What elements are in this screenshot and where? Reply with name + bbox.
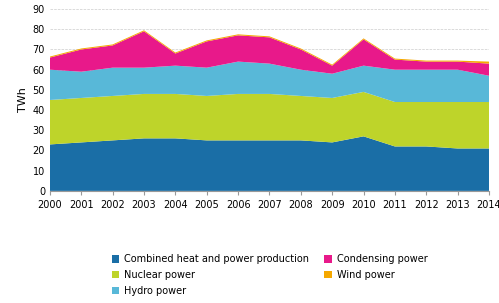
Legend: Combined heat and power production, Nuclear power, Hydro power, Condensing power: Combined heat and power production, Nucl… xyxy=(108,250,431,300)
Y-axis label: TWh: TWh xyxy=(18,88,28,112)
